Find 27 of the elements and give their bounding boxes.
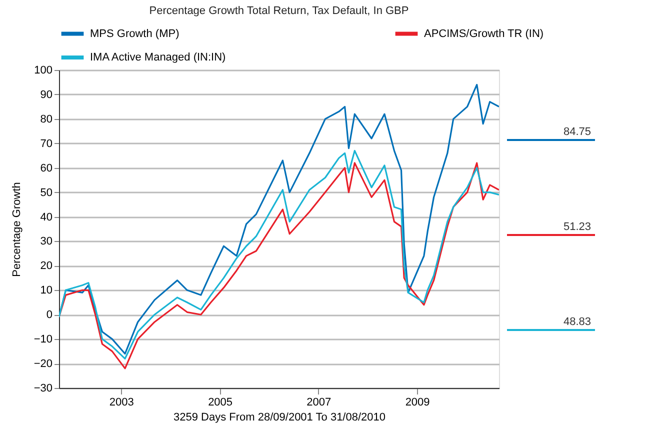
y-tick-label: 90 (40, 88, 52, 101)
x-axis-title: 3259 Days From 28/09/2001 To 31/08/2010 (173, 412, 386, 424)
legend-label: MPS Growth (MP) (90, 28, 180, 40)
y-tick-label: 40 (40, 211, 52, 224)
y-tick-label: 30 (40, 236, 52, 248)
text: 51.23 (563, 221, 591, 233)
legend-label: APCIMS/Growth TR (IN) (424, 28, 544, 40)
y-tick-label: 50 (40, 186, 52, 199)
x-tick-label: 2003 (109, 396, 134, 408)
text: 48.83 (563, 316, 591, 328)
x-tick-label: 2009 (405, 396, 430, 408)
y-tick-label: 10 (40, 284, 52, 297)
y-tick-label: 100 (34, 64, 52, 76)
x-tick-label: 2007 (306, 396, 332, 408)
y-tick-label: −10 (34, 334, 52, 346)
y-tick-label: 60 (40, 162, 52, 174)
y-tick-label: −20 (34, 358, 52, 370)
text: 84.75 (563, 126, 591, 138)
y-tick-label: 20 (40, 260, 52, 272)
chart-title: Percentage Growth Total Return, Tax Default, In GBP (149, 5, 409, 17)
x-tick-label: 2005 (208, 396, 233, 408)
y-tick-label: 80 (40, 113, 52, 126)
y-tick-label: 0 (46, 309, 52, 322)
y-axis-title: Percentage Growth (10, 182, 23, 277)
legend-label: IMA Active Managed (IN:IN) (90, 52, 226, 64)
y-tick-label: −30 (34, 382, 52, 394)
y-tick-label: 70 (40, 138, 52, 150)
